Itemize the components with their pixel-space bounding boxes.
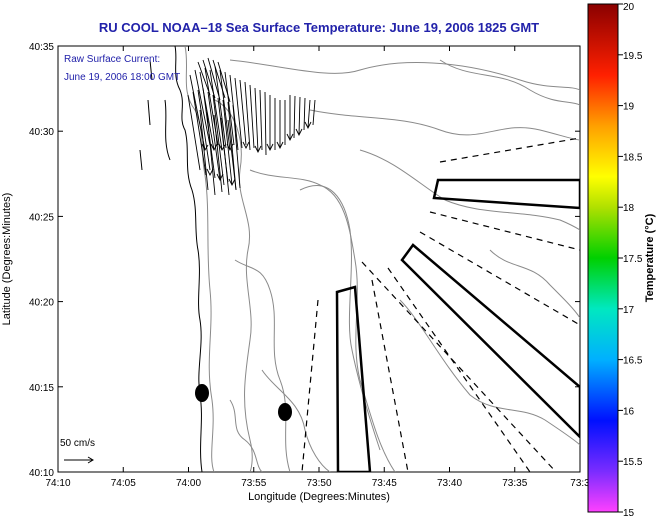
colorbar-tick-label: 16.5 [623,356,643,367]
colorbar-tick-label: 15 [623,508,635,518]
y-axis-ticks: 40:35 40:30 40:25 40:20 40:15 40:10 [29,42,580,479]
colorbar-tick-label: 17.5 [623,254,643,265]
x-tick-label: 74:10 [45,478,70,489]
map-layer [64,46,580,472]
map-title: RU COOL NOAA–18 Sea Surface Temperature:… [98,20,540,35]
colorbar-tick-label: 19.5 [623,51,643,62]
colorbar-tick-label: 18 [623,203,635,214]
x-tick-label: 74:00 [176,478,201,489]
vector-arrowheads [201,121,312,187]
x-tick-label: 73:3 [570,478,590,489]
bathymetry-contours [184,46,580,472]
y-tick-label: 40:10 [29,468,54,479]
scale-label: 50 cm/s [60,438,95,449]
colorbar-ticks: 20 19.5 19 18.5 18 17.5 17 16.5 16 15.5 15 [618,2,643,518]
station-marker-2 [278,403,292,421]
y-tick-label: 40:15 [29,383,54,394]
dashed-radials [301,137,580,472]
x-axis-ticks: 74:10 74:05 74:00 73:55 73:50 73:45 73:40 73:35… [45,46,590,489]
scale-arrow [64,456,94,464]
y-tick-label: 40:20 [29,298,54,309]
colorbar-tick-label: 19 [623,102,635,113]
y-tick-label: 40:30 [29,127,54,138]
y-tick-label: 40:35 [29,42,54,53]
transect-boxes [335,178,580,472]
x-tick-label: 73:40 [437,478,462,489]
colorbar-tick-label: 20 [623,2,635,13]
current-vectors [187,57,316,196]
x-tick-label: 73:55 [241,478,266,489]
colorbar-label: Temperature (°C) [644,213,656,302]
x-tick-label: 73:35 [502,478,527,489]
y-tick-label: 40:25 [29,212,54,223]
x-tick-label: 73:45 [372,478,397,489]
station-marker-1 [195,384,209,402]
colorbar-tick-label: 17 [623,305,635,316]
info-line-2: June 19, 2006 18:00 GMT [64,72,180,83]
x-tick-label: 73:50 [306,478,331,489]
colorbar-tick-label: 16 [623,406,635,417]
colorbar-tick-label: 18.5 [623,152,643,163]
plot-frame [57,45,581,473]
x-tick-label: 74:05 [111,478,136,489]
x-axis-label: Longitude (Degrees:Minutes) [248,491,390,503]
colorbar [587,3,619,513]
info-line-1: Raw Surface Current: [64,54,160,65]
y-axis-label: Latitude (Degrees:Minutes) [1,193,13,326]
colorbar-tick-label: 15.5 [623,457,643,468]
